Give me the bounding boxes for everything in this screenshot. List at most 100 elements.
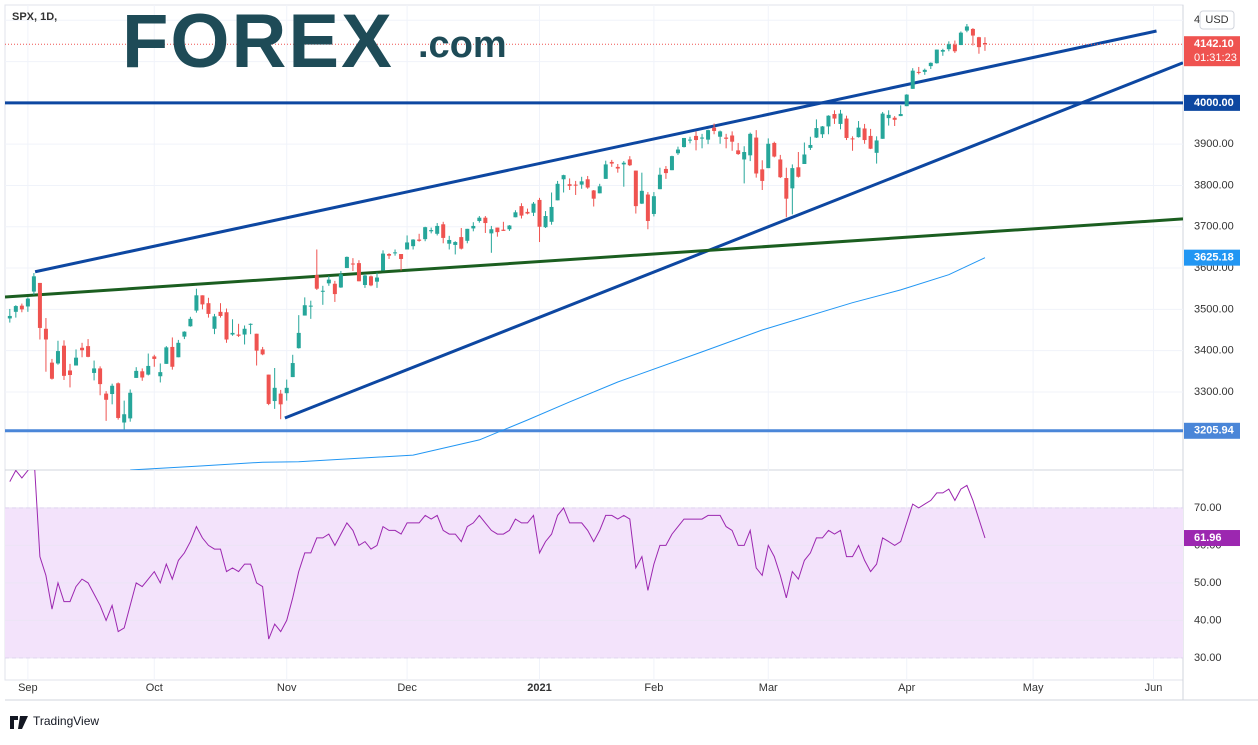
- candle-body: [170, 346, 175, 367]
- rsi-tick-label: 50.00: [1194, 577, 1222, 589]
- candle-body: [206, 303, 211, 314]
- candle-body: [832, 114, 837, 119]
- candle-body: [922, 69, 927, 72]
- x-tick-label: Dec: [397, 682, 417, 694]
- candle-body: [471, 225, 476, 229]
- symbol-title: SPX, 1D,: [12, 11, 57, 23]
- candle-body: [597, 186, 602, 194]
- candle-body: [657, 174, 662, 190]
- ma-label-bg: [1184, 249, 1240, 266]
- candle-body: [447, 239, 452, 244]
- y-tick-label: 3500.00: [1194, 303, 1234, 315]
- rsi-line: [9, 470, 986, 640]
- candle-body: [290, 363, 295, 378]
- candle-body: [669, 156, 674, 171]
- candle-body: [892, 117, 897, 120]
- currency-box[interactable]: [1199, 10, 1235, 30]
- candle-body: [80, 347, 85, 351]
- candle-body: [862, 128, 867, 141]
- candle-body: [49, 362, 54, 379]
- rsi-tick-label: 30.00: [1194, 652, 1222, 664]
- candle-body: [742, 152, 747, 160]
- candle-body: [194, 295, 199, 311]
- candle-body: [296, 332, 301, 349]
- candle-body: [525, 211, 530, 214]
- trend-line: [284, 61, 1183, 420]
- candle-body: [663, 168, 668, 174]
- candle-body: [158, 372, 163, 377]
- candle-body: [639, 190, 644, 204]
- candle-body: [531, 203, 536, 213]
- candle-body: [766, 143, 771, 169]
- candle-body: [441, 224, 446, 238]
- candle-body: [910, 70, 915, 89]
- candle-body: [7, 315, 12, 319]
- candle-body: [31, 276, 36, 292]
- candle-body: [844, 118, 849, 138]
- candle-body: [411, 239, 416, 247]
- candle-body: [230, 332, 235, 335]
- candle-body: [772, 142, 777, 157]
- candle-body: [886, 114, 891, 119]
- candle-body: [176, 342, 181, 358]
- tv-icon: [10, 716, 28, 729]
- candle-body: [976, 37, 981, 48]
- rsi-label: 61.96: [1194, 532, 1222, 544]
- candle-body: [688, 139, 693, 141]
- candle-body: [675, 149, 680, 154]
- candle-body: [128, 392, 133, 419]
- candle-body: [116, 383, 121, 418]
- candle-body: [92, 368, 97, 373]
- candle-body: [814, 128, 819, 138]
- candle-body: [417, 239, 422, 241]
- candle-body: [278, 393, 283, 405]
- candle-body: [928, 62, 933, 67]
- candle-body: [465, 228, 470, 241]
- candle-body: [86, 346, 91, 357]
- candle-body: [13, 306, 18, 312]
- x-tick-label: Feb: [644, 682, 663, 694]
- candle-body: [754, 137, 759, 174]
- candle-body: [429, 230, 434, 232]
- y-tick-label: 3700.00: [1194, 221, 1234, 233]
- candle-body: [74, 357, 79, 366]
- candle-body: [712, 127, 717, 131]
- candle-body: [453, 242, 458, 245]
- candle-body: [375, 277, 379, 282]
- candle-body: [134, 370, 139, 378]
- candle-body: [579, 181, 584, 185]
- candle-body: [489, 229, 494, 234]
- last-price-bg: [1184, 36, 1240, 67]
- countdown: 01:31:23: [1194, 52, 1237, 64]
- currency[interactable]: USD: [1205, 14, 1228, 26]
- candle-body: [260, 349, 265, 355]
- candle-body: [627, 159, 632, 166]
- candle-body: [718, 131, 723, 137]
- candle-body: [681, 137, 686, 148]
- candle-body: [790, 168, 795, 189]
- price-label-bg: [1184, 94, 1240, 111]
- candle-body: [350, 263, 355, 265]
- candle-body: [567, 184, 572, 186]
- candle-body: [266, 374, 271, 404]
- candle-body: [850, 138, 855, 140]
- x-tick-label: Mar: [759, 682, 778, 694]
- candle-body: [555, 183, 560, 201]
- logo-suffix: .com: [418, 24, 507, 66]
- candle-body: [934, 49, 939, 64]
- candle-body: [332, 283, 337, 295]
- candle-body: [326, 279, 331, 284]
- y-tick-label: 3300.00: [1194, 386, 1234, 398]
- candle-body: [958, 32, 963, 46]
- candle-body: [507, 225, 512, 230]
- y-tick-label: 3800.00: [1194, 179, 1234, 191]
- candle-body: [856, 127, 861, 138]
- candle-body: [940, 50, 945, 52]
- candle-body: [724, 137, 729, 139]
- x-tick-label: Nov: [277, 682, 297, 694]
- rsi-tick-label: 70.00: [1194, 502, 1222, 514]
- candle-body: [964, 26, 969, 31]
- candle-body: [916, 71, 921, 73]
- candle-body: [549, 206, 554, 222]
